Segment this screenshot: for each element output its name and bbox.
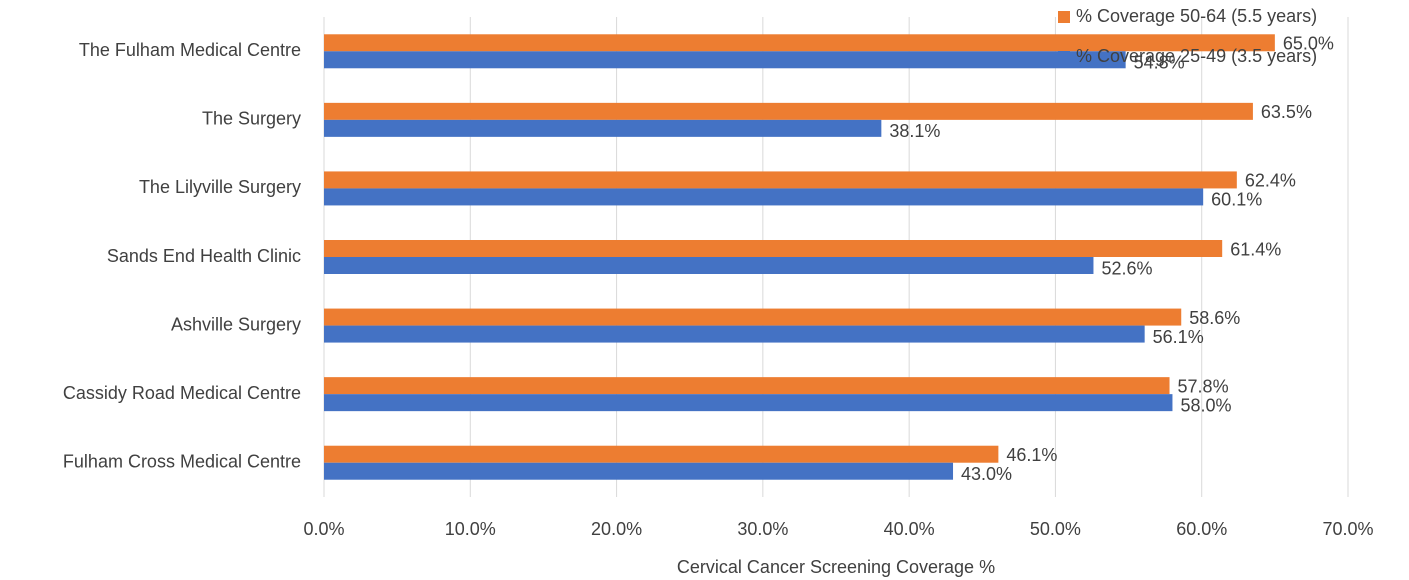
x-tick-label: 40.0% — [884, 519, 935, 539]
x-tick-label: 50.0% — [1030, 519, 1081, 539]
bar — [324, 188, 1204, 206]
data-label: 62.4% — [1245, 171, 1296, 191]
data-label: 56.1% — [1153, 327, 1204, 347]
bar — [324, 119, 882, 137]
data-label: 63.5% — [1261, 102, 1312, 122]
x-axis-label: Cervical Cancer Screening Coverage % — [677, 557, 995, 577]
y-tick-label: Sands End Health Clinic — [107, 246, 301, 266]
x-tick-label: 10.0% — [445, 519, 496, 539]
bar — [324, 308, 1182, 326]
bar — [324, 171, 1237, 189]
x-tick-label: 20.0% — [591, 519, 642, 539]
bar — [324, 377, 1170, 395]
legend-swatch — [1058, 51, 1070, 63]
bar — [324, 34, 1275, 52]
y-tick-label: The Lilyville Surgery — [139, 177, 301, 197]
bar — [324, 51, 1126, 69]
bar — [324, 257, 1094, 274]
data-label: 61.4% — [1230, 239, 1281, 259]
bar — [324, 445, 999, 463]
y-tick-label: Ashville Surgery — [171, 314, 301, 334]
y-tick-label: Cassidy Road Medical Centre — [63, 383, 301, 403]
data-label: 57.8% — [1178, 376, 1229, 396]
data-label: 52.6% — [1101, 258, 1152, 278]
y-tick-label: Fulham Cross Medical Centre — [63, 451, 301, 471]
y-tick-label: The Surgery — [202, 109, 301, 129]
data-label: 43.0% — [961, 464, 1012, 484]
bar — [324, 394, 1173, 412]
x-tick-label: 70.0% — [1322, 519, 1373, 539]
data-label: 58.6% — [1189, 308, 1240, 328]
bar — [324, 462, 954, 480]
bar — [324, 240, 1223, 257]
data-label: 38.1% — [889, 121, 940, 141]
legend-label: % Coverage 25-49 (3.5 years) — [1076, 46, 1317, 66]
x-tick-label: 60.0% — [1176, 519, 1227, 539]
y-tick-label: The Fulham Medical Centre — [79, 40, 301, 60]
data-label: 46.1% — [1006, 445, 1057, 465]
legend-label: % Coverage 50-64 (5.5 years) — [1076, 6, 1317, 26]
legend-swatch — [1058, 11, 1070, 23]
bar — [324, 102, 1253, 120]
bar — [324, 325, 1145, 343]
data-label: 65.0% — [1283, 34, 1334, 54]
data-label: 60.1% — [1211, 190, 1262, 210]
data-label: 54.8% — [1134, 53, 1185, 73]
data-label: 58.0% — [1180, 395, 1231, 415]
x-tick-label: 30.0% — [737, 519, 788, 539]
x-tick-label: 0.0% — [303, 519, 344, 539]
